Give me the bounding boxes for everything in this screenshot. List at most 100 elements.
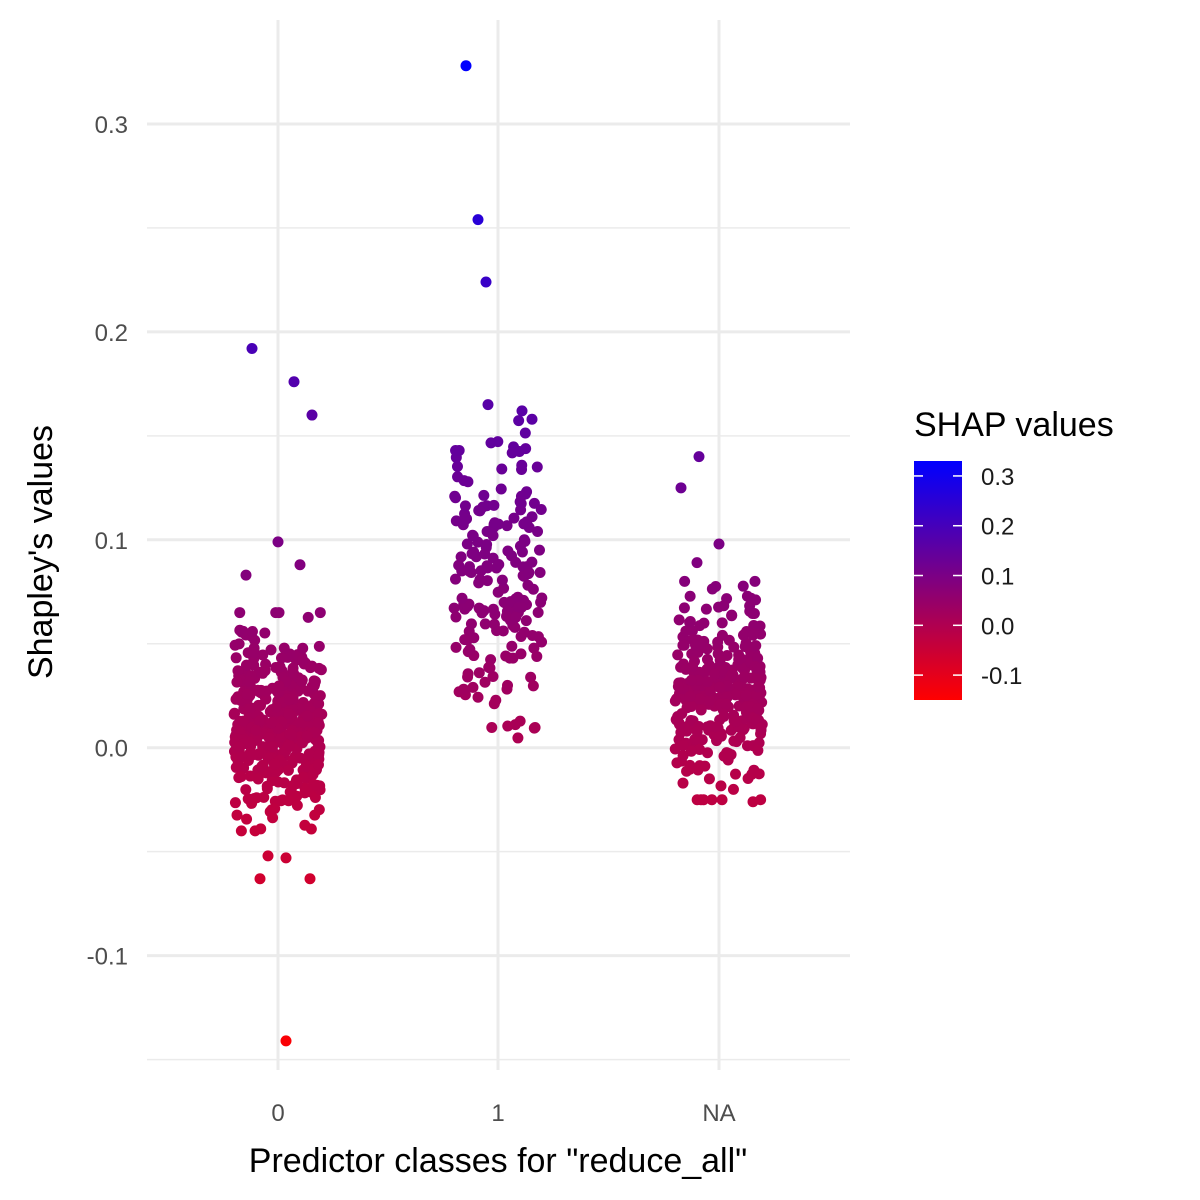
data-point (676, 708, 688, 720)
data-point (450, 515, 462, 527)
data-point (715, 780, 727, 792)
legend-title: SHAP values (914, 406, 1114, 444)
data-point (294, 559, 306, 571)
data-point (482, 399, 494, 411)
data-point (231, 676, 243, 688)
data-point (464, 643, 476, 655)
data-point (301, 710, 313, 722)
data-point (535, 503, 547, 515)
data-point (708, 668, 720, 680)
data-point (713, 601, 725, 613)
data-point (706, 794, 718, 806)
data-point (265, 644, 277, 656)
data-point (749, 575, 761, 587)
data-point (275, 652, 287, 664)
data-point (752, 662, 764, 674)
data-point (685, 674, 697, 686)
data-point (712, 636, 724, 648)
data-point (259, 665, 271, 677)
data-point (713, 538, 725, 550)
data-point (675, 482, 687, 494)
data-point (532, 607, 544, 619)
legend-tick-label: 0.1 (981, 564, 1014, 591)
data-point (701, 721, 713, 733)
data-point (488, 698, 500, 710)
data-point (492, 586, 504, 598)
data-point (472, 214, 484, 226)
data-point (518, 626, 530, 638)
data-point (755, 722, 767, 734)
data-point (478, 489, 490, 501)
data-point (229, 797, 241, 809)
data-point (456, 592, 468, 604)
data-point (312, 698, 324, 710)
y-tick-label: 0.0 (95, 736, 128, 763)
data-point (733, 653, 745, 665)
data-point (459, 634, 471, 646)
data-point (677, 750, 689, 762)
data-point (462, 476, 474, 488)
data-point (525, 671, 537, 683)
data-point (313, 749, 325, 761)
data-point (672, 649, 684, 661)
data-point (669, 695, 681, 707)
data-point (234, 624, 246, 636)
data-point (496, 463, 508, 475)
data-point (681, 765, 693, 777)
data-point (680, 625, 692, 637)
data-point (283, 739, 295, 751)
data-point (700, 603, 712, 615)
data-point (309, 675, 321, 687)
data-point (481, 575, 493, 587)
data-point (727, 783, 739, 795)
legend-tick-label: 0.2 (981, 514, 1014, 541)
data-point (489, 517, 501, 529)
data-point (312, 717, 324, 729)
data-point (465, 618, 477, 630)
data-point (747, 796, 759, 808)
data-point (488, 618, 500, 630)
data-point (521, 516, 533, 528)
data-point (502, 679, 514, 691)
data-point (487, 603, 499, 615)
data-point (240, 569, 252, 581)
data-point (691, 726, 703, 738)
data-point (291, 799, 303, 811)
data-point (741, 740, 753, 752)
data-point (516, 464, 528, 476)
data-point (677, 740, 689, 752)
data-point (728, 641, 740, 653)
data-point (479, 548, 491, 560)
data-point (737, 629, 749, 641)
data-point (747, 629, 759, 641)
data-point (460, 60, 472, 72)
data-point (272, 776, 284, 788)
data-point (304, 873, 316, 885)
data-point (280, 1035, 292, 1047)
x-axis-title: Predictor classes for "reduce_all" (249, 1142, 747, 1180)
data-point (282, 764, 294, 776)
data-point (255, 699, 267, 711)
data-point (526, 556, 538, 568)
data-point (450, 611, 462, 623)
data-point (473, 577, 485, 589)
data-point (259, 627, 271, 639)
data-point (496, 574, 508, 586)
data-point (691, 557, 703, 569)
data-point (752, 744, 764, 756)
data-point (752, 703, 764, 715)
data-point (291, 774, 303, 786)
data-point (309, 809, 321, 821)
data-point (250, 724, 262, 736)
data-point (233, 638, 245, 650)
data-point (253, 715, 265, 727)
data-point (453, 559, 465, 571)
legend-colorbar (914, 461, 962, 700)
data-point (303, 748, 315, 760)
data-point (502, 545, 514, 557)
data-point (500, 650, 512, 662)
data-point (244, 676, 256, 688)
data-point (240, 784, 252, 796)
data-point (515, 504, 527, 516)
